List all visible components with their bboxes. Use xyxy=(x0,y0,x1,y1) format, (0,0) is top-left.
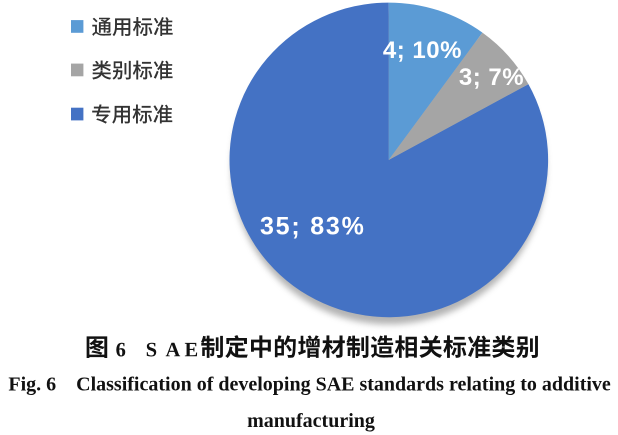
svg-text:manufacturing: manufacturing xyxy=(247,410,375,432)
svg-text:Fig. 6 Classification of devel: Fig. 6 Classification of developing SAE … xyxy=(8,373,611,395)
